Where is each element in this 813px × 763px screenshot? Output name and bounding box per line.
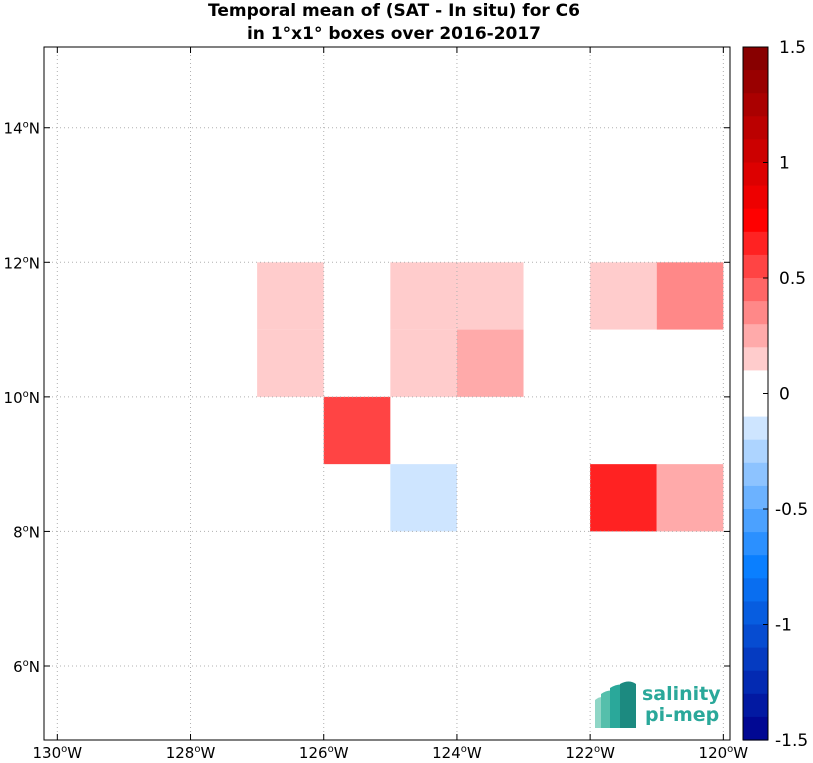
colorbar-segment (743, 93, 768, 117)
colorbar-segment (743, 555, 768, 579)
y-tick-label: 8oN (13, 523, 40, 541)
colorbar-segment (743, 416, 768, 441)
colorbar-tick-label: 0.5 (779, 269, 806, 289)
salinity-pi-mep-logo: salinity pi-mep (595, 681, 721, 728)
colorbar-segment (743, 139, 768, 164)
heatmap-cells (257, 262, 724, 532)
logo-line-2: pi-mep (645, 704, 719, 726)
x-tick-label: 130oW (33, 744, 83, 762)
chart-title-line-1: Temporal mean of (SAT - In situ) for C6 (208, 1, 580, 21)
x-tick-label: 128oW (166, 744, 216, 762)
colorbar-segment (743, 70, 768, 94)
colorbar-segment (743, 462, 768, 487)
heatmap-cell (456, 329, 524, 397)
y-tick-label: 6oN (13, 658, 40, 676)
colorbar-segment (743, 278, 768, 302)
colorbar-segment (743, 47, 768, 71)
colorbar-segment (743, 254, 768, 279)
colorbar-segment (743, 716, 768, 741)
heatmap-cell (656, 464, 724, 532)
colorbar-tick-label: -0.5 (775, 500, 808, 520)
colorbar-segment (743, 578, 768, 602)
colorbar-segment (743, 208, 768, 233)
colorbar-ticks: 1.5 1 0.5 0 -0.5 -1 -1.5 (763, 38, 808, 751)
colorbar-segment (743, 324, 768, 348)
colorbar-segment (743, 301, 768, 325)
heatmap-cell (390, 329, 457, 397)
colorbar-segment (743, 439, 768, 464)
logo-icon (595, 681, 636, 728)
y-axis-ticks: 6oN 8oN 10oN 12oN 14oN (4, 120, 730, 676)
colorbar-segment (743, 370, 768, 395)
colorbar-segment (743, 532, 768, 556)
y-tick-label: 10oN (4, 389, 40, 407)
plot-frame (43, 46, 731, 741)
heatmap-cell (456, 262, 524, 330)
colorbar-segment (743, 485, 768, 510)
y-tick-label: 12oN (4, 254, 40, 272)
colorbar-tick-label: 0 (779, 385, 790, 405)
colorbar-segment (743, 231, 768, 256)
heatmap-cell (390, 464, 457, 532)
colorbar-tick-label: -1.5 (775, 731, 808, 751)
x-tick-label: 122oW (565, 744, 615, 762)
colorbar-segment (743, 162, 768, 187)
heatmap-cell (257, 329, 324, 397)
chart-title-line-2: in 1°x1° boxes over 2016-2017 (247, 24, 541, 44)
colorbar-segment (743, 347, 768, 371)
colorbar-segment (743, 670, 768, 695)
colorbar-segment (743, 624, 768, 649)
colorbar-segment (743, 185, 768, 210)
x-axis-ticks: 130oW 128oW 126oW 124oW 122oW 120oW (33, 47, 749, 762)
logo-line-1: salinity (642, 683, 721, 705)
heatmap-cell (257, 262, 324, 330)
x-tick-label: 126oW (299, 744, 349, 762)
colorbar-tick-label: -1 (775, 616, 792, 636)
heatmap-cell (590, 262, 657, 330)
x-tick-label: 120oW (699, 744, 749, 762)
colorbar (742, 46, 769, 741)
x-tick-label: 124oW (432, 744, 482, 762)
heatmap-cell (590, 464, 657, 532)
heatmap-cell (656, 262, 724, 330)
colorbar-segment (743, 601, 768, 626)
colorbar-segment (743, 116, 768, 140)
heatmap-cell (323, 396, 391, 465)
colorbar-tick-label: 1 (779, 154, 790, 174)
colorbar-segment (743, 647, 768, 672)
colorbar-segment (743, 509, 768, 533)
colorbar-tick-label: 1.5 (779, 38, 806, 58)
heatmap-cell (390, 262, 457, 330)
grid-lines (44, 47, 730, 740)
colorbar-segment (743, 693, 768, 718)
y-tick-label: 14oN (4, 120, 40, 138)
colorbar-segment (743, 393, 768, 418)
